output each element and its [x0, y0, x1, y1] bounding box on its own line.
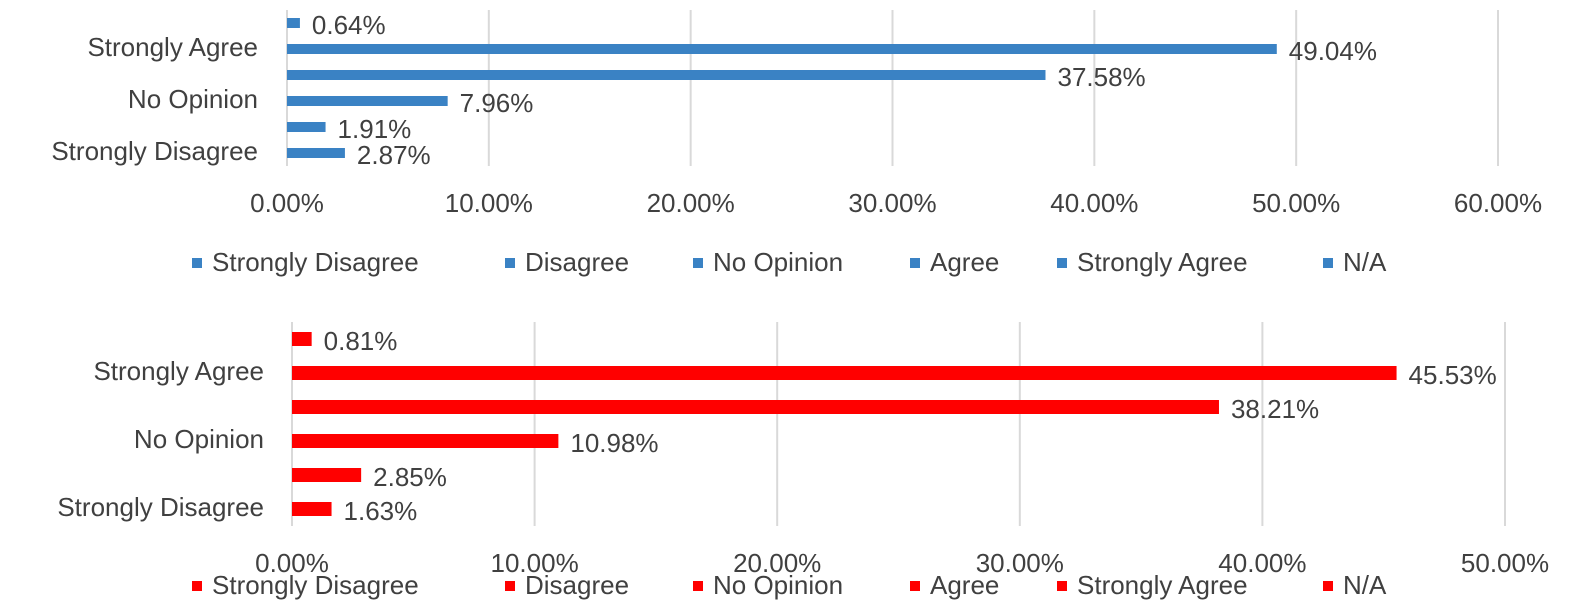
legend-label: No Opinion	[713, 570, 843, 600]
category-label: No Opinion	[134, 424, 264, 454]
data-label: 45.53%	[1409, 360, 1497, 390]
legend-marker	[910, 581, 920, 591]
data-label: 10.98%	[570, 428, 658, 458]
bar	[287, 148, 345, 158]
data-label: 7.96%	[460, 88, 534, 118]
x-tick-label: 0.00%	[250, 188, 324, 218]
legend-marker	[693, 581, 703, 591]
legend-marker	[693, 258, 703, 268]
legend-label: N/A	[1343, 570, 1387, 600]
data-label: 49.04%	[1289, 36, 1377, 66]
bar	[292, 434, 559, 448]
category-label: Strongly Disagree	[51, 136, 258, 166]
bar	[287, 122, 326, 132]
legend-marker	[192, 258, 202, 268]
bar	[292, 468, 362, 482]
data-label: 37.58%	[1057, 62, 1145, 92]
legend-marker	[1057, 258, 1067, 268]
bar	[287, 96, 448, 106]
x-tick-label: 30.00%	[848, 188, 936, 218]
legend-marker	[1323, 258, 1333, 268]
data-label: 1.63%	[344, 496, 418, 526]
legend-label: N/A	[1343, 247, 1387, 277]
x-tick-label: 60.00%	[1454, 188, 1542, 218]
category-label: No Opinion	[128, 84, 258, 114]
legend-label: Strongly Disagree	[212, 247, 419, 277]
bar	[287, 44, 1277, 54]
bar	[292, 502, 332, 516]
bar	[292, 400, 1219, 414]
bar	[287, 70, 1046, 80]
legend-marker	[1323, 581, 1333, 591]
x-tick-label: 0.00%	[255, 548, 329, 578]
x-tick-label: 40.00%	[1050, 188, 1138, 218]
x-tick-label: 50.00%	[1461, 548, 1549, 578]
data-label: 1.91%	[338, 114, 412, 144]
bar	[292, 366, 1397, 380]
legend-label: Strongly Agree	[1077, 570, 1248, 600]
x-tick-label: 20.00%	[647, 188, 735, 218]
bar	[292, 332, 312, 346]
data-label: 2.87%	[357, 140, 431, 170]
data-label: 38.21%	[1231, 394, 1319, 424]
x-tick-label: 50.00%	[1252, 188, 1340, 218]
legend-marker	[192, 581, 202, 591]
category-label: Strongly Agree	[87, 32, 258, 62]
legend-label: Strongly Agree	[1077, 247, 1248, 277]
legend-label: Strongly Disagree	[212, 570, 419, 600]
data-label: 0.81%	[324, 326, 398, 356]
legend-marker	[1057, 581, 1067, 591]
data-label: 0.64%	[312, 10, 386, 40]
legend-marker	[910, 258, 920, 268]
x-tick-label: 20.00%	[733, 548, 821, 578]
bar	[287, 18, 300, 28]
x-tick-label: 10.00%	[445, 188, 533, 218]
x-tick-label: 40.00%	[1218, 548, 1306, 578]
legend-label: Agree	[930, 247, 999, 277]
legend-label: Disagree	[525, 570, 629, 600]
x-tick-label: 10.00%	[491, 548, 579, 578]
data-label: 2.85%	[373, 462, 447, 492]
x-tick-label: 30.00%	[976, 548, 1064, 578]
category-label: Strongly Agree	[93, 356, 264, 386]
legend-label: Disagree	[525, 247, 629, 277]
legend-marker	[505, 581, 515, 591]
category-label: Strongly Disagree	[57, 492, 264, 522]
legend-marker	[505, 258, 515, 268]
legend-label: Agree	[930, 570, 999, 600]
legend-label: No Opinion	[713, 247, 843, 277]
